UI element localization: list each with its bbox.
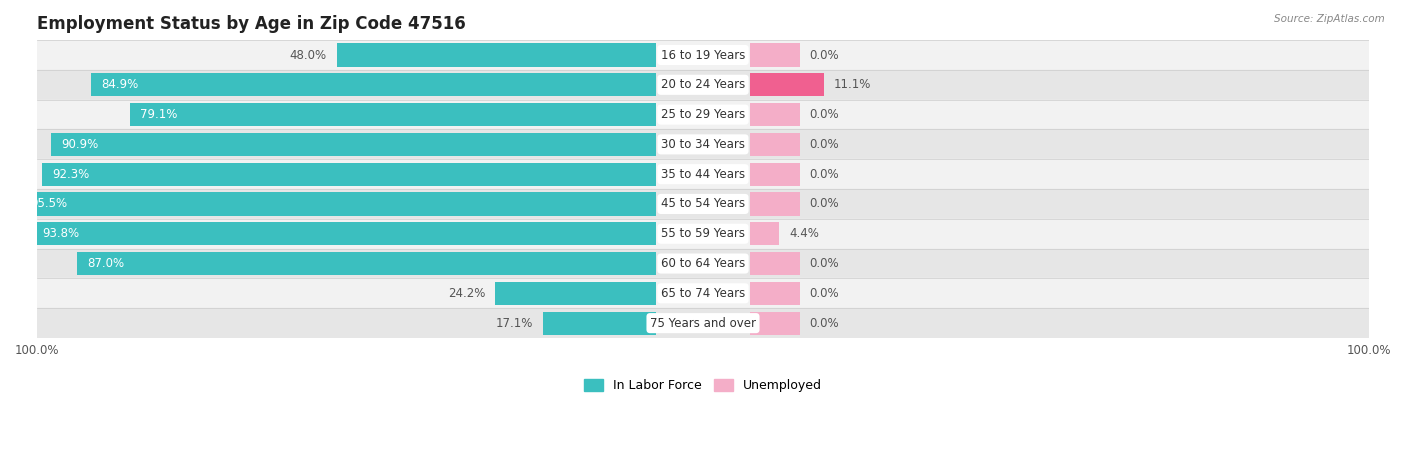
- Text: 35 to 44 Years: 35 to 44 Years: [661, 168, 745, 180]
- Text: 20 to 24 Years: 20 to 24 Years: [661, 78, 745, 91]
- Text: 65 to 74 Years: 65 to 74 Years: [661, 287, 745, 300]
- Bar: [42, 162, 657, 186]
- Bar: [129, 103, 657, 126]
- Bar: [32, 222, 657, 245]
- Text: 93.8%: 93.8%: [42, 227, 79, 240]
- Bar: [37, 130, 1369, 159]
- Bar: [749, 192, 800, 216]
- Bar: [749, 162, 800, 186]
- Text: 55 to 59 Years: 55 to 59 Years: [661, 227, 745, 240]
- Legend: In Labor Force, Unemployed: In Labor Force, Unemployed: [579, 374, 827, 397]
- Bar: [21, 192, 657, 216]
- Bar: [749, 311, 800, 335]
- Text: 17.1%: 17.1%: [495, 317, 533, 329]
- Bar: [77, 252, 657, 275]
- Bar: [37, 40, 1369, 70]
- Bar: [495, 282, 657, 305]
- Text: 0.0%: 0.0%: [810, 257, 839, 270]
- Bar: [749, 103, 800, 126]
- Bar: [37, 100, 1369, 130]
- Text: Source: ZipAtlas.com: Source: ZipAtlas.com: [1274, 14, 1385, 23]
- Bar: [337, 43, 657, 67]
- Bar: [749, 133, 800, 156]
- Text: 30 to 34 Years: 30 to 34 Years: [661, 138, 745, 151]
- Bar: [37, 70, 1369, 100]
- Text: 0.0%: 0.0%: [810, 49, 839, 62]
- Text: 0.0%: 0.0%: [810, 108, 839, 121]
- Bar: [91, 73, 657, 96]
- Text: 0.0%: 0.0%: [810, 317, 839, 329]
- Bar: [543, 311, 657, 335]
- Bar: [37, 189, 1369, 219]
- Text: 90.9%: 90.9%: [62, 138, 98, 151]
- Bar: [749, 73, 824, 96]
- Bar: [749, 282, 800, 305]
- Text: 75 Years and over: 75 Years and over: [650, 317, 756, 329]
- Text: 60 to 64 Years: 60 to 64 Years: [661, 257, 745, 270]
- Bar: [37, 308, 1369, 338]
- Bar: [749, 43, 800, 67]
- Text: 0.0%: 0.0%: [810, 198, 839, 211]
- Bar: [37, 279, 1369, 308]
- Bar: [37, 219, 1369, 249]
- Text: 25 to 29 Years: 25 to 29 Years: [661, 108, 745, 121]
- Text: 11.1%: 11.1%: [834, 78, 870, 91]
- Text: 92.3%: 92.3%: [52, 168, 89, 180]
- Text: 79.1%: 79.1%: [139, 108, 177, 121]
- Text: 48.0%: 48.0%: [290, 49, 326, 62]
- Text: 0.0%: 0.0%: [810, 287, 839, 300]
- Bar: [749, 222, 779, 245]
- Text: 0.0%: 0.0%: [810, 138, 839, 151]
- Bar: [37, 249, 1369, 279]
- Text: 24.2%: 24.2%: [449, 287, 485, 300]
- Bar: [37, 159, 1369, 189]
- Text: 95.5%: 95.5%: [31, 198, 67, 211]
- Text: 45 to 54 Years: 45 to 54 Years: [661, 198, 745, 211]
- Text: Employment Status by Age in Zip Code 47516: Employment Status by Age in Zip Code 475…: [37, 15, 465, 33]
- Bar: [51, 133, 657, 156]
- Text: 4.4%: 4.4%: [789, 227, 818, 240]
- Bar: [749, 252, 800, 275]
- Text: 84.9%: 84.9%: [101, 78, 138, 91]
- Text: 0.0%: 0.0%: [810, 168, 839, 180]
- Text: 16 to 19 Years: 16 to 19 Years: [661, 49, 745, 62]
- Text: 87.0%: 87.0%: [87, 257, 124, 270]
